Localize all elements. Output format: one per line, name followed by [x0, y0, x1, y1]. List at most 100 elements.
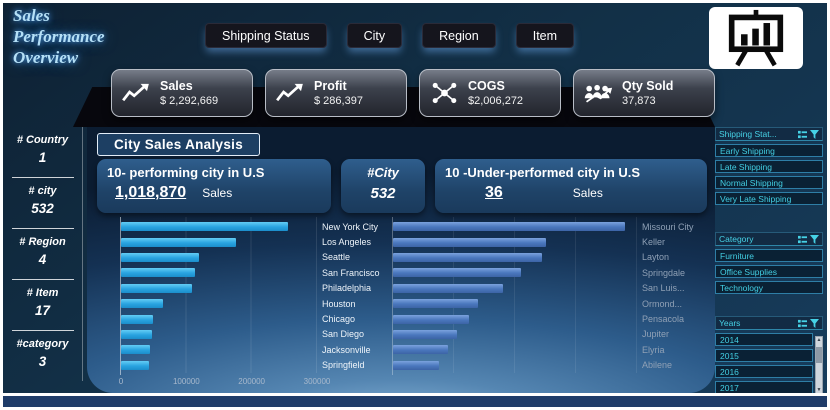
stat-label: # city [28, 185, 57, 197]
bar-label: Missouri City [642, 221, 694, 232]
scrollbar-thumb[interactable] [816, 347, 822, 363]
clear-filter-icon[interactable] [810, 129, 819, 139]
under-performed-card: 10 -Under-performed city in U.S 36 Sales [435, 159, 707, 213]
bar [121, 237, 236, 247]
stat-value: 1 [38, 150, 47, 165]
city-count-card: #City 532 [341, 159, 425, 213]
bar-label: Jupiter [642, 329, 670, 340]
chart-row: Keller [393, 234, 707, 249]
network-icon [428, 81, 460, 105]
chart-row: Layton [393, 250, 707, 265]
bar-label: San Diego [322, 329, 365, 340]
bar [121, 345, 151, 355]
scroll-down-icon[interactable]: ▼ [816, 387, 822, 393]
slicer-item[interactable]: Late Shipping [715, 160, 823, 173]
page-title: Sales Performance Overview [13, 5, 105, 68]
nav-button-region[interactable]: Region [422, 23, 496, 48]
bar-label: Pensacola [642, 314, 685, 325]
slicer-title: Years [719, 318, 741, 328]
stat-label: # Country [16, 134, 69, 146]
top-nav: Shipping Status City Region Item [205, 23, 575, 48]
slicer-title: Category [719, 234, 754, 244]
top-cities-value: 1,018,870 [115, 184, 187, 201]
multi-select-icon[interactable] [798, 235, 807, 244]
slicer-item[interactable]: Normal Shipping [715, 176, 823, 189]
slicer-item[interactable]: 2016 [715, 365, 813, 378]
bar-label: Los Angeles [322, 237, 372, 248]
divider [11, 228, 74, 229]
y-axis-line [392, 217, 393, 375]
kpi-card-profit: Profit $ 286,397 [265, 69, 407, 117]
x-tick-label: 200000 [238, 377, 266, 386]
bar-label: Chicago [322, 314, 356, 325]
scroll-up-icon[interactable]: ▲ [816, 337, 822, 343]
nav-button-city[interactable]: City [346, 23, 403, 48]
slicer-item[interactable]: Office Supplies [715, 265, 823, 278]
top-cities-title: 10- performing city in U.S [107, 165, 265, 180]
stat-region: # Region 4 [3, 229, 82, 279]
stat-value: 17 [34, 303, 51, 318]
city-sales-panel: City Sales Analysis 10- performing city … [87, 127, 715, 393]
chart-row: Springfield [121, 358, 387, 373]
chart-row: Jupiter [393, 327, 707, 342]
stat-label: # Item [26, 287, 59, 299]
bar [393, 268, 522, 278]
x-tick-label: 300000 [303, 377, 331, 386]
slicer-header: Years [715, 316, 823, 330]
page-title-line: Overview [13, 48, 79, 67]
chart-row: New York City [121, 219, 387, 234]
bar-label: Springdale [642, 267, 686, 278]
bar-label: Layton [642, 252, 670, 263]
slicer-title: Shipping Stat... [719, 129, 777, 139]
chart-row: Missouri City [393, 219, 707, 234]
multi-select-icon[interactable] [798, 319, 807, 328]
section-title: City Sales Analysis [97, 133, 261, 156]
clear-filter-icon[interactable] [810, 318, 819, 328]
bar [393, 222, 625, 232]
bar-label: Ormond... [642, 298, 683, 309]
x-tick-label: 0 [118, 377, 124, 386]
stat-label: #category [16, 338, 69, 350]
bottom-bar [3, 393, 827, 407]
city-count-value: 532 [370, 185, 396, 202]
slicer-item[interactable]: Very Late Shipping [715, 192, 823, 205]
slicer-item[interactable]: Early Shipping [715, 144, 823, 157]
chart-row: Seattle [121, 250, 387, 265]
divider [11, 279, 74, 280]
stat-value: 532 [31, 201, 54, 216]
bar-label: Jacksonville [322, 344, 371, 355]
slicer-item[interactable]: Furniture [715, 249, 823, 262]
bar-label: Elyria [642, 344, 665, 355]
divider [11, 330, 74, 331]
bar [121, 252, 200, 262]
nav-button-item[interactable]: Item [515, 23, 575, 48]
chart-row: Philadelphia [121, 281, 387, 296]
bar [393, 252, 543, 262]
kpi-value: $ 2,292,669 [160, 95, 219, 107]
kpi-value: $2,006,272 [468, 95, 524, 107]
slicer-header: Category [715, 232, 823, 246]
bar-label: Houston [322, 298, 356, 309]
clear-filter-icon[interactable] [810, 234, 819, 244]
kpi-value: $ 286,397 [314, 95, 363, 107]
y-axis-line [120, 217, 121, 375]
dashboard-canvas: Sales Performance Overview Shipping Stat… [3, 3, 827, 407]
x-axis-tick-labels: 0 100000 200000 300000 [118, 377, 331, 387]
chart-row: Springdale [393, 265, 707, 280]
stat-value: 3 [38, 354, 47, 369]
presentation-chart-icon [709, 7, 803, 69]
slicer-item[interactable]: 2015 [715, 349, 813, 362]
kpi-label: Qty Sold [622, 79, 674, 93]
bar-label: Abilene [642, 360, 673, 371]
nav-button-shipping-status[interactable]: Shipping Status [205, 23, 327, 48]
slicer-item[interactable]: Technology [715, 281, 823, 294]
top-cities-bar-chart: New York City Los Angeles Seattle San Franc… [121, 219, 387, 373]
slicer-years: Years ▲ ▼ 2014 2015 2016 2017 [715, 316, 823, 394]
multi-select-icon[interactable] [798, 130, 807, 139]
slicer-item[interactable]: 2014 [715, 333, 813, 346]
bar [121, 268, 195, 278]
chart-row: San Francisco [121, 265, 387, 280]
chart-row: San Luis... [393, 281, 707, 296]
scrollbar[interactable]: ▲ ▼ [815, 336, 823, 394]
slicer-items: ▲ ▼ 2014 2015 2016 2017 [715, 333, 823, 394]
